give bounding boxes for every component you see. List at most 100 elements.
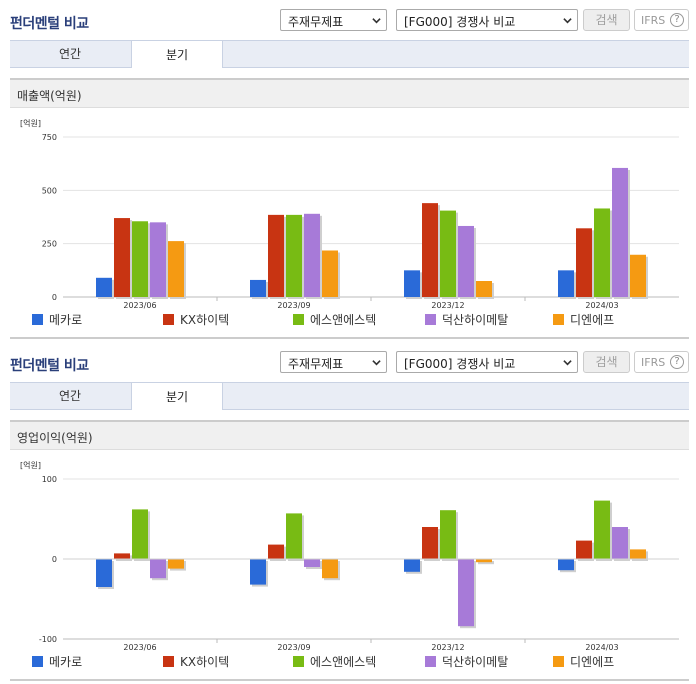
legend-item[interactable]: 에스앤에스텍 [293,311,376,327]
legend-swatch [553,656,564,667]
legend-item[interactable]: 디엔에프 [553,311,614,327]
bar [168,559,184,569]
bar [630,254,646,297]
legend-item[interactable]: 에스앤에스텍 [293,653,376,669]
bar-chart: 0 250 500 750 2023/06 2023/09 2023/12 2024/03 [42,133,679,310]
legend-label: 메카로 [49,655,83,669]
x-tick-label: 2023/12 [431,643,464,652]
x-tick-label: 2024/03 [585,301,618,310]
bar [404,270,420,297]
bar-chart: -100 0 100 2023/06 2023/09 2023/12 2024/03 [39,475,679,652]
legend-item[interactable]: KX하이텍 [163,653,229,669]
statement-select[interactable]: 주재무제표 [280,9,387,31]
bar [268,544,284,559]
chart-title: 매출액(억원) [10,78,689,108]
bar [168,241,184,297]
x-tick-label: 2023/09 [277,643,310,652]
legend-label: 덕산하이메탈 [442,313,509,327]
bar [594,500,610,559]
tab-annual[interactable]: 연간 [58,47,82,61]
legend-item[interactable]: 메카로 [32,311,82,327]
x-tick-label: 2023/06 [123,301,156,310]
legend-swatch [293,314,304,325]
period-tabs: 연간 분기 [10,382,689,410]
bar [558,270,574,297]
ifrs-button[interactable]: IFRS ? [634,351,689,373]
legend-item[interactable]: 메카로 [32,653,82,669]
bar [458,559,474,627]
legend-label: KX하이텍 [180,655,230,669]
y-tick-label: 500 [42,186,57,195]
legend-label: 디엔에프 [570,313,615,327]
chevron-down-icon [372,18,381,24]
legend-swatch [32,314,43,325]
legend-item[interactable]: 덕산하이메탈 [425,653,508,669]
legend-item[interactable]: 디엔에프 [553,653,614,669]
statement-select[interactable]: 주재무제표 [280,351,387,373]
bar [250,279,266,297]
y-tick-label: 0 [52,293,57,302]
y-tick-label: 100 [42,475,57,484]
bar [150,222,166,297]
search-button[interactable]: 검색 [583,351,630,373]
bar [476,559,492,563]
ifrs-label: IFRS [641,14,666,27]
section-title: 펀더멘털 비교 [10,358,89,374]
bar [286,214,302,297]
legend-label: 에스앤에스텍 [310,313,377,327]
chart-container: 매출액(억원) [억원] 0 250 500 750 2023/06 2023/09 202… [10,78,689,339]
legend-swatch [425,314,436,325]
compare-select[interactable]: [FG000] 경쟁사 비교 [396,9,578,31]
bar [304,559,320,567]
ifrs-button[interactable]: IFRS ? [634,9,689,31]
bar [612,167,628,297]
bar [576,540,592,559]
bar [422,203,438,297]
bar-shadow [478,561,494,565]
bar [422,527,438,559]
bar [250,559,266,585]
tab-quarterly[interactable]: 분기 [131,40,223,68]
legend-label: 에스앤에스텍 [310,655,377,669]
legend-label: 메카로 [49,313,83,327]
compare-select-value: [FG000] 경쟁사 비교 [404,15,516,29]
chart-title: 영업이익(억원) [10,420,689,450]
x-tick-label: 2023/12 [431,301,464,310]
section-header: 펀더멘털 비교 주재무제표 [FG000] 경쟁사 비교 검색 IFRS ? [0,0,696,40]
bar [630,549,646,559]
legend-swatch [163,656,174,667]
y-tick-label: -100 [39,635,57,644]
period-tabs: 연간 분기 [10,40,689,68]
ifrs-label: IFRS [641,356,666,369]
bar [476,281,492,297]
bar [96,559,112,587]
chart-legend: 메카로 KX하이텍 에스앤에스텍 덕산하이메탈 디엔에프 [10,653,689,671]
legend-swatch [293,656,304,667]
chevron-down-icon [563,18,572,24]
chart-legend: 메카로 KX하이텍 에스앤에스텍 덕산하이메탈 디엔에프 [10,311,689,329]
section-title: 펀더멘털 비교 [10,16,89,32]
section-header: 펀더멘털 비교 주재무제표 [FG000] 경쟁사 비교 검색 IFRS ? [0,342,696,382]
legend-item[interactable]: 덕산하이메탈 [425,311,508,327]
legend-swatch [553,314,564,325]
bar [576,228,592,297]
legend-label: KX하이텍 [180,313,230,327]
bar [594,208,610,297]
help-icon: ? [670,13,684,27]
tab-annual[interactable]: 연간 [58,389,82,403]
x-tick-label: 2023/09 [277,301,310,310]
tab-quarterly[interactable]: 분기 [131,382,223,410]
bar [322,559,338,579]
bar [304,213,320,297]
bar [114,218,130,297]
search-button[interactable]: 검색 [583,9,630,31]
bar [404,559,420,572]
bar [132,221,148,297]
legend-label: 디엔에프 [570,655,615,669]
compare-select[interactable]: [FG000] 경쟁사 비교 [396,351,578,373]
legend-item[interactable]: KX하이텍 [163,311,229,327]
fundamental-section-operating-profit: 펀더멘털 비교 주재무제표 [FG000] 경쟁사 비교 검색 IFRS ? 연… [0,342,696,684]
help-icon: ? [670,355,684,369]
x-tick-label: 2024/03 [585,643,618,652]
statement-select-value: 주재무제표 [288,15,344,29]
